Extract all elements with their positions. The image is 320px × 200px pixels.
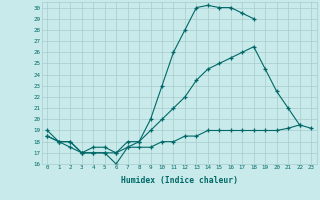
X-axis label: Humidex (Indice chaleur): Humidex (Indice chaleur)	[121, 176, 238, 185]
